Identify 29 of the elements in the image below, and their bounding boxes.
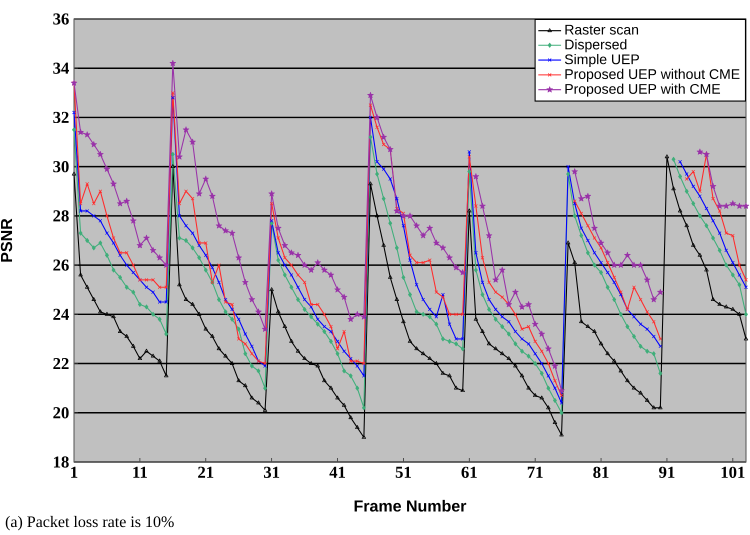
x-tick-label: 101 (722, 466, 744, 478)
x-axis-title: Frame Number (354, 500, 466, 512)
x-tick-label: 71 (528, 466, 543, 478)
x-tick-label: 81 (593, 466, 609, 478)
y-tick-label: 20 (53, 407, 69, 418)
y-tick-label: 26 (53, 259, 69, 271)
x-tick-label: 1 (71, 466, 78, 478)
y-tick-label: 22 (53, 358, 69, 370)
text: (a) Packet loss rate is 10% (6, 516, 174, 530)
legend-label: Proposed UEP with CME (565, 84, 720, 97)
x-tick-label: 21 (198, 466, 214, 478)
y-axis-title: PSNR (0, 218, 12, 262)
y-tick-label: 36 (53, 13, 69, 25)
y-tick-label: 32 (53, 112, 69, 124)
y-tick-label: 18 (54, 456, 69, 468)
x-tick-label: 61 (462, 466, 477, 478)
y-tick-label: 24 (53, 308, 69, 320)
y-tick-label: 28 (53, 210, 69, 222)
legend-label: Raster scan (565, 24, 638, 35)
x-tick-label: 31 (264, 466, 280, 478)
x-tick-label: 11 (133, 466, 147, 478)
legend-label: Dispersed (565, 39, 626, 52)
x-tick-label: 91 (659, 466, 674, 478)
legend-label: Proposed UEP without CME (565, 68, 740, 82)
y-tick-label: 30 (53, 161, 69, 172)
x-tick-label: 51 (396, 466, 411, 478)
legend-label: Simple UEP (564, 54, 639, 68)
x-tick-label: 41 (329, 466, 345, 478)
y-tick-label: 34 (53, 62, 69, 74)
